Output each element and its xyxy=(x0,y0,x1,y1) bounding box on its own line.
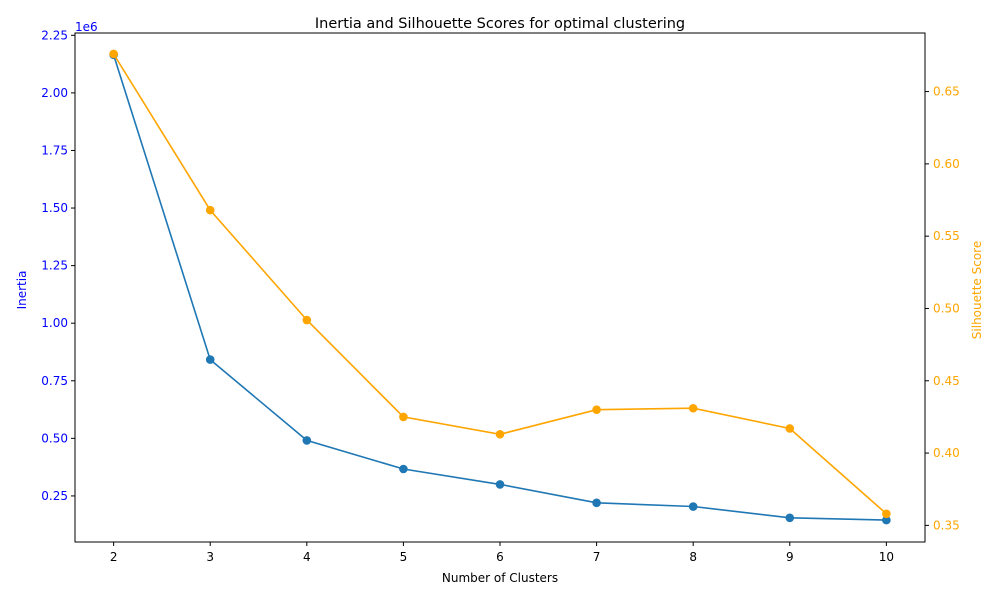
x-tick-label: 8 xyxy=(689,550,697,564)
inertia-data-point xyxy=(688,502,698,511)
left-y-tick-label: 2.25 xyxy=(41,28,68,42)
right-y-axis-label: Silhouette Score xyxy=(970,241,984,339)
axes: 2 3 4 5 6 7 8 9 10 0.25 0.50 0.75 1.00 1.25 1.50 1.75 2.… xyxy=(41,28,959,564)
left-y-axis-offset-text: 1e6 xyxy=(75,20,98,34)
right-y-tick-label: 0.45 xyxy=(933,374,960,388)
inertia-data-point xyxy=(399,464,408,474)
left-y-tick-label: 2.00 xyxy=(41,86,68,100)
x-tick-label: 9 xyxy=(786,550,794,564)
chart-title: Inertia and Silhouette Scores for optima… xyxy=(315,16,685,32)
left-y-tick-label: 1.75 xyxy=(41,143,68,157)
x-tick-label: 6 xyxy=(496,550,504,564)
x-tick-label: 3 xyxy=(206,550,214,564)
inertia-data-point xyxy=(592,498,601,508)
x-tick-label: 10 xyxy=(879,550,894,564)
inertia-series-line xyxy=(112,54,887,521)
left-y-tick-label: 1.00 xyxy=(41,316,68,330)
silhouette-series-line xyxy=(112,53,887,515)
x-tick-label: 4 xyxy=(303,550,311,564)
inertia-data-point xyxy=(205,355,215,364)
x-tick-label: 7 xyxy=(593,550,601,564)
silhouette-data-point xyxy=(399,412,408,422)
silhouette-data-point xyxy=(882,509,891,519)
inertia-data-point xyxy=(882,515,891,525)
silhouette-data-point xyxy=(109,49,118,59)
silhouette-data-point xyxy=(205,205,215,215)
right-y-tick-label: 0.55 xyxy=(933,229,960,243)
axes-frame xyxy=(74,32,926,543)
inertia-data-point xyxy=(495,480,505,489)
right-y-tick-label: 0.35 xyxy=(933,518,960,532)
left-y-tick-label: 0.25 xyxy=(41,489,68,503)
right-y-tick-label: 0.65 xyxy=(933,85,960,99)
inertia-data-point xyxy=(302,436,312,445)
inertia-data-point xyxy=(785,513,795,523)
left-y-tick-label: 0.75 xyxy=(41,374,68,388)
silhouette-data-point xyxy=(302,315,312,325)
left-y-axis-label: Inertia xyxy=(15,271,29,310)
left-y-tick-label: 1.50 xyxy=(41,201,68,215)
left-y-tick-label: 1.25 xyxy=(41,259,68,273)
silhouette-data-point xyxy=(592,405,601,414)
right-y-tick-label: 0.50 xyxy=(933,301,960,315)
x-axis-label: Number of Clusters xyxy=(442,571,558,585)
right-y-tick-label: 0.60 xyxy=(933,157,960,171)
x-tick-label: 2 xyxy=(110,550,118,564)
right-y-tick-label: 0.40 xyxy=(933,446,960,460)
silhouette-data-point xyxy=(785,424,795,433)
silhouette-data-point xyxy=(688,403,698,413)
plot-area xyxy=(109,49,891,525)
left-y-tick-label: 0.50 xyxy=(41,431,68,445)
x-tick-label: 5 xyxy=(400,550,408,564)
silhouette-data-point xyxy=(495,429,505,439)
